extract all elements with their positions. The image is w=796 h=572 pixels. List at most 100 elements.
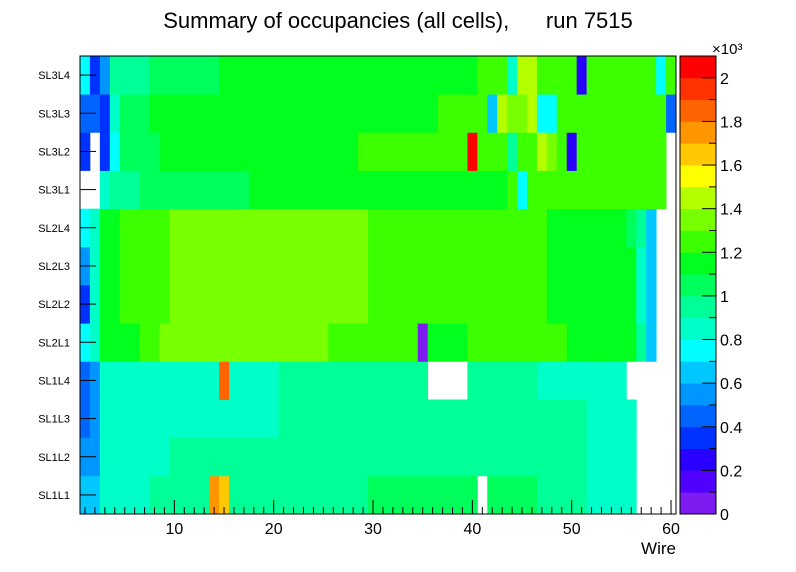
heatmap-cell [328, 208, 339, 248]
heatmap-cell [368, 94, 379, 133]
heatmap-cell [447, 94, 458, 133]
heatmap-cell [199, 285, 210, 324]
heatmap-cell [338, 285, 349, 324]
heatmap-cell [626, 323, 637, 362]
heatmap-cell [288, 323, 299, 362]
heatmap-cell [348, 475, 359, 515]
heatmap-cell [536, 399, 548, 439]
heatmap-cell [477, 94, 488, 133]
heatmap-cell [397, 246, 409, 286]
heatmap-cell [626, 246, 637, 286]
heatmap-cell [397, 285, 409, 324]
heatmap-cell [268, 246, 280, 286]
heatmap-cell [268, 208, 280, 248]
heatmap-cell [417, 475, 429, 515]
heatmap-cell [229, 56, 240, 95]
heatmap-cell [109, 208, 121, 248]
heatmap-cell [368, 285, 379, 324]
heatmap-cell [527, 323, 538, 362]
heatmap-cell [119, 323, 131, 362]
heatmap-cell [527, 56, 538, 95]
heatmap-cell [229, 361, 240, 400]
heatmap-cell [427, 170, 438, 210]
heatmap-cell [616, 399, 627, 439]
heatmap-cell [467, 94, 478, 133]
heatmap-cell [437, 285, 448, 324]
heatmap-cell [199, 475, 210, 515]
heatmap-cell [338, 132, 349, 171]
heatmap-cell [517, 208, 528, 248]
heatmap-cell [139, 437, 150, 477]
heatmap-cell [258, 246, 270, 286]
heatmap-cell [288, 437, 299, 477]
heatmap-cell [566, 361, 578, 400]
heatmap-cell [189, 56, 200, 95]
heatmap-cell [119, 132, 131, 171]
heatmap-cell [626, 132, 637, 171]
heatmap-cell [318, 94, 329, 133]
heatmap-cell [457, 323, 468, 362]
heatmap-cell [159, 208, 170, 248]
heatmap-cell [189, 246, 200, 286]
heatmap-cell [447, 246, 458, 286]
heatmap-cell [288, 132, 299, 171]
heatmap-cell [497, 399, 508, 439]
heatmap-cell [536, 56, 548, 95]
palette-swatch [680, 404, 716, 428]
heatmap-cell [527, 94, 538, 133]
heatmap-cell [219, 94, 230, 133]
heatmap-cell [387, 323, 399, 362]
heatmap-cell [308, 94, 319, 133]
heatmap-cell [109, 56, 121, 95]
heatmap-cell [258, 208, 270, 248]
palette-swatch [680, 208, 716, 231]
heatmap-cell [229, 246, 240, 286]
heatmap-cell [497, 208, 508, 248]
heatmap-cell [229, 475, 240, 515]
heatmap-cell [119, 361, 131, 400]
heatmap-cell [119, 94, 131, 133]
heatmap-cell [427, 399, 438, 439]
heatmap-cell [437, 437, 448, 477]
z-axis-exponent: ×10³ [712, 41, 742, 58]
heatmap-cell [139, 361, 150, 400]
heatmap-cell [189, 170, 200, 210]
heatmap-cell [248, 437, 260, 477]
heatmap-cell [179, 246, 190, 286]
heatmap-cell [477, 132, 488, 171]
heatmap-cell [328, 94, 339, 133]
heatmap-cell [378, 285, 389, 324]
heatmap-cell [248, 475, 260, 515]
heatmap-cell [278, 56, 289, 95]
heatmap-cell [159, 399, 170, 439]
heatmap-cell [417, 246, 429, 286]
heatmap-cell [606, 475, 617, 515]
heatmap-cell [517, 323, 528, 362]
heatmap-cell [149, 94, 160, 133]
heatmap-cell [318, 246, 329, 286]
heatmap-cell [497, 56, 508, 95]
heatmap-cell [209, 399, 220, 439]
heatmap-cell [576, 285, 587, 324]
heatmap-cell [268, 475, 280, 515]
heatmap-cell [606, 56, 617, 95]
heatmap-cell [417, 437, 429, 477]
heatmap-cell [507, 285, 518, 324]
z-tick-label: 1.2 [720, 245, 742, 262]
heatmap-cell [308, 361, 319, 400]
heatmap-cell [576, 246, 587, 286]
heatmap-cell [358, 56, 369, 95]
palette-swatch [680, 339, 716, 362]
heatmap-cell [378, 56, 389, 95]
heatmap-cell [328, 56, 339, 95]
heatmap-cell [487, 361, 498, 400]
heatmap-cell [119, 285, 131, 324]
heatmap-cell [169, 132, 180, 171]
y-tick-label: SL2L4 [38, 223, 70, 235]
heatmap-cell [308, 56, 319, 95]
heatmap-cell [387, 475, 399, 515]
heatmap-cell [199, 56, 210, 95]
heatmap-cell [477, 323, 488, 362]
heatmap-cell [99, 437, 111, 477]
heatmap-cell [358, 399, 369, 439]
